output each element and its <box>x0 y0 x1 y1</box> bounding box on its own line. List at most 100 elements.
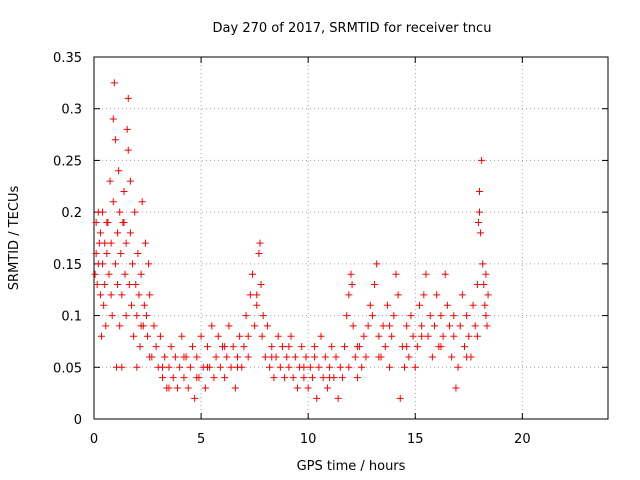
data-point <box>422 270 430 278</box>
data-point <box>323 384 331 392</box>
data-point <box>223 353 231 361</box>
data-point <box>478 156 486 164</box>
data-point <box>103 218 111 226</box>
data-point <box>137 322 145 330</box>
data-point <box>411 363 419 371</box>
data-point <box>146 291 154 299</box>
data-point <box>120 187 128 195</box>
data-point <box>276 363 284 371</box>
data-point <box>92 218 100 226</box>
data-point <box>401 363 409 371</box>
data-point <box>328 343 336 351</box>
data-point <box>186 363 194 371</box>
data-point <box>212 353 220 361</box>
data-point <box>214 332 222 340</box>
y-axis-label: SRMTID / TECUs <box>7 186 22 291</box>
data-point <box>111 260 119 268</box>
data-point <box>145 260 153 268</box>
data-point <box>281 374 289 382</box>
data-point <box>109 198 117 206</box>
data-point <box>124 146 132 154</box>
data-points <box>91 79 492 402</box>
data-point <box>126 229 134 237</box>
data-point <box>270 374 278 382</box>
data-point <box>126 177 134 185</box>
x-tick-labels: 0 5 10 15 20 <box>90 432 531 447</box>
data-point <box>420 291 428 299</box>
data-point <box>221 374 229 382</box>
grid-lines <box>94 57 608 419</box>
data-point <box>127 301 135 309</box>
y-tick-label: 0.2 <box>61 206 82 221</box>
axis-ticks <box>93 56 608 420</box>
data-point <box>375 353 383 361</box>
data-point <box>319 374 327 382</box>
data-point <box>326 363 334 371</box>
y-tick-label: 0.15 <box>53 258 82 273</box>
data-point <box>386 322 394 330</box>
data-point <box>353 374 361 382</box>
data-point <box>386 363 394 371</box>
data-point <box>293 384 301 392</box>
data-point <box>375 332 383 340</box>
data-point <box>101 281 109 289</box>
data-point <box>159 363 167 371</box>
data-point <box>409 332 417 340</box>
data-point <box>204 343 212 351</box>
data-point <box>334 394 342 402</box>
data-point <box>114 229 122 237</box>
y-tick-label: 0.3 <box>61 103 82 118</box>
data-point <box>253 301 261 309</box>
data-point <box>437 343 445 351</box>
data-point <box>131 208 139 216</box>
data-point <box>152 343 160 351</box>
data-point <box>479 260 487 268</box>
data-point <box>169 374 177 382</box>
data-point <box>102 322 110 330</box>
data-point <box>121 270 129 278</box>
data-point <box>91 270 99 278</box>
data-point <box>463 353 471 361</box>
data-point <box>482 312 490 320</box>
data-point <box>136 343 144 351</box>
data-point <box>405 353 413 361</box>
data-point <box>259 312 267 320</box>
x-axis-label: GPS time / hours <box>297 459 406 474</box>
x-tick-label: 20 <box>514 432 531 447</box>
data-point <box>321 353 329 361</box>
data-point <box>171 353 179 361</box>
data-point <box>407 312 415 320</box>
data-point <box>394 291 402 299</box>
data-point <box>278 343 286 351</box>
data-point <box>431 322 439 330</box>
data-point <box>105 270 113 278</box>
data-point <box>246 291 254 299</box>
data-point <box>461 343 469 351</box>
data-point <box>138 198 146 206</box>
data-point <box>174 384 182 392</box>
data-point <box>390 312 398 320</box>
data-point <box>362 353 370 361</box>
data-point <box>311 353 319 361</box>
data-point <box>231 384 239 392</box>
data-point <box>452 384 460 392</box>
data-point <box>184 384 192 392</box>
data-point <box>96 229 104 237</box>
x-tick-label: 5 <box>197 432 205 447</box>
data-point <box>111 136 119 144</box>
data-point <box>225 322 233 330</box>
y-tick-labels: 0 0.05 0.1 0.15 0.2 0.25 0.3 0.35 <box>53 51 82 428</box>
data-point <box>257 281 265 289</box>
data-point <box>446 322 454 330</box>
data-point <box>311 343 319 351</box>
data-point <box>99 208 107 216</box>
data-point <box>116 208 124 216</box>
data-point <box>137 270 145 278</box>
data-point <box>242 312 250 320</box>
data-point <box>201 384 209 392</box>
data-point <box>176 363 184 371</box>
data-point <box>300 374 308 382</box>
y-tick-label: 0.1 <box>61 310 82 325</box>
data-point <box>117 250 125 258</box>
data-point <box>469 301 477 309</box>
